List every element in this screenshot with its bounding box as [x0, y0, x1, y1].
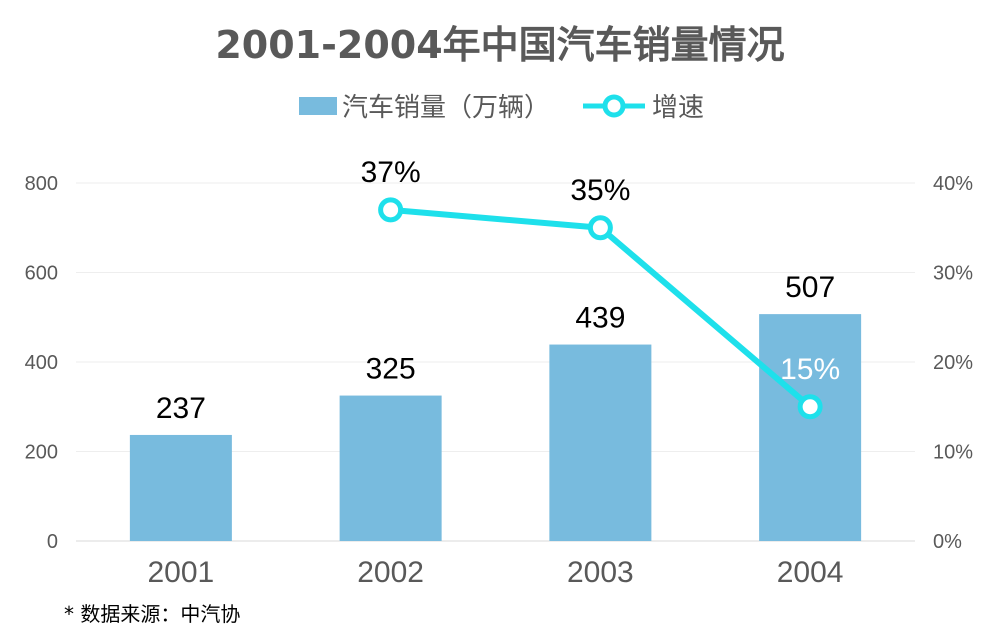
growth-point [797, 394, 823, 420]
bar [129, 434, 232, 541]
bar-data-label: 237 [156, 392, 206, 425]
footnote: * 数据来源：中汽协 [64, 602, 240, 626]
bar [339, 395, 442, 541]
growth-data-label: 15% [780, 353, 840, 386]
y-left-tick-label: 200 [25, 442, 58, 464]
x-tick-label: 2001 [148, 556, 215, 589]
y-right-tick-label: 30% [933, 263, 973, 285]
growth-data-label: 37% [361, 156, 421, 189]
legend-label-sales: 汽车销量（万辆） [342, 93, 550, 123]
growth-data-label: 35% [570, 174, 630, 207]
bar-data-label: 439 [575, 302, 625, 335]
y-left-tick-label: 0 [47, 531, 58, 553]
legend-label-growth: 增速 [652, 93, 704, 123]
legend: 汽车销量（万辆） 增速 [299, 93, 704, 123]
bar [549, 344, 652, 541]
y-right-tick-label: 40% [933, 173, 973, 195]
legend-swatch-sales [299, 97, 337, 115]
y-left-tick-label: 400 [25, 352, 58, 374]
growth-series: 37% 35% 15% [361, 156, 840, 420]
y-axis-right: 0% 10% 20% 30% 40% [933, 173, 973, 553]
x-tick-label: 2004 [777, 556, 844, 589]
bar-data-label: 325 [366, 353, 416, 386]
y-left-tick-label: 800 [25, 173, 58, 195]
growth-point [378, 197, 404, 223]
x-tick-label: 2002 [357, 556, 424, 589]
y-right-tick-label: 0% [933, 531, 962, 553]
legend-swatch-growth-marker [602, 94, 626, 118]
bar [759, 314, 862, 541]
y-right-tick-label: 20% [933, 352, 973, 374]
x-tick-label: 2003 [567, 556, 634, 589]
y-left-tick-label: 600 [25, 263, 58, 285]
y-axis-left: 0 200 400 600 800 [25, 173, 58, 553]
growth-point [587, 215, 613, 241]
bar-labels: 237 325 439 507 [156, 271, 835, 425]
y-right-tick-label: 10% [933, 442, 973, 464]
bars [129, 314, 862, 541]
chart-title: 2001-2004年中国汽车销量情况 [215, 23, 784, 67]
bar-data-label: 507 [785, 271, 835, 304]
x-axis: 2001 2002 2003 2004 [148, 556, 844, 589]
